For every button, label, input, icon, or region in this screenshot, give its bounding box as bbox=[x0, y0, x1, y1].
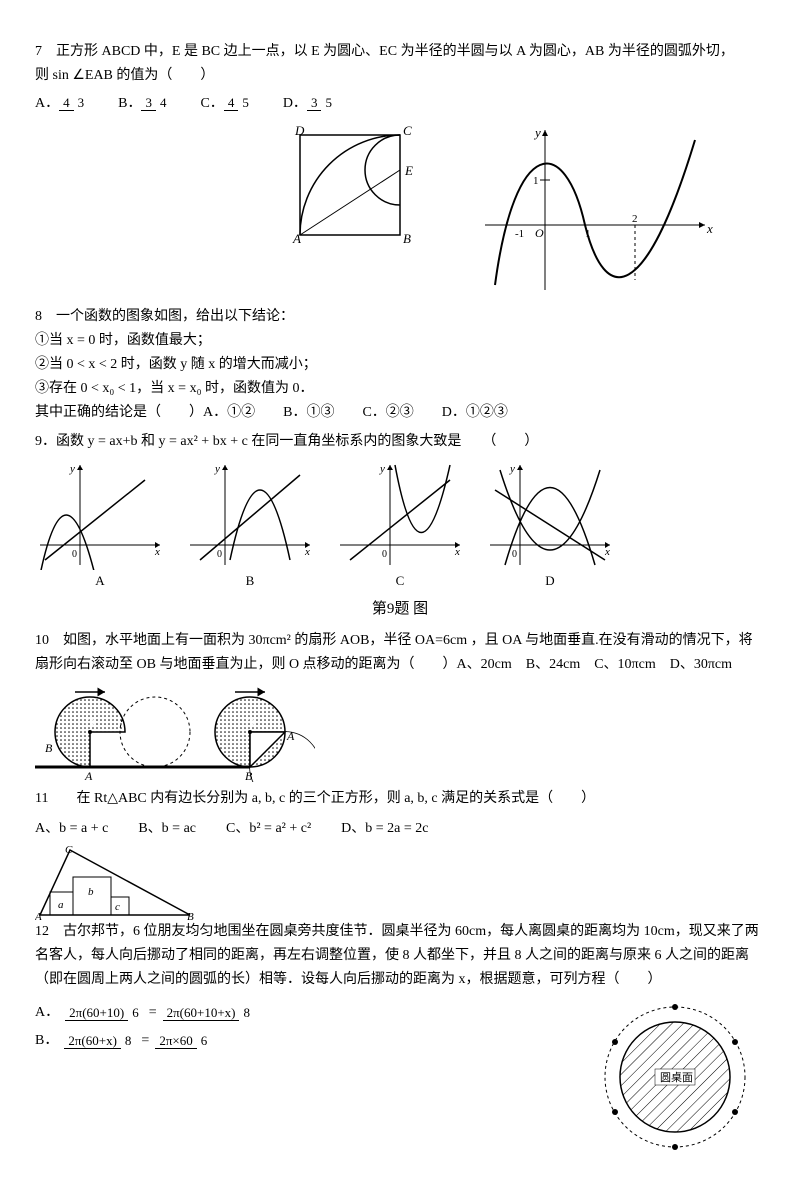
q12-num: 12 bbox=[35, 924, 49, 939]
q11-num: 11 bbox=[35, 791, 48, 806]
q12-stem: 古尔邦节，6 位朋友均匀地围坐在圆桌旁共度佳节．圆桌半径为 60cm，每人离圆桌… bbox=[35, 924, 759, 987]
q12-fB2n: 2π×60 bbox=[155, 1033, 196, 1049]
svg-text:A: A bbox=[84, 769, 93, 782]
svg-text:E: E bbox=[404, 163, 413, 178]
q7-fBd: 4 bbox=[156, 95, 171, 110]
q12-fA2d: 8 bbox=[239, 1005, 254, 1020]
q9-labelD: D bbox=[485, 570, 615, 592]
q12-B: B． bbox=[35, 1029, 58, 1053]
svg-text:a: a bbox=[58, 899, 64, 911]
q8-ask: 其中正确的结论是（ ）A．①② B．①③ C．②③ D．①②③ bbox=[35, 405, 508, 420]
q10-stem: 如图，水平地面上有一面积为 30πcm² 的扇形 AOB，半径 OA=6cm ，… bbox=[35, 633, 753, 672]
question-9: 9．函数 y = ax+b 和 y = ax² + bx + c 在同一直角坐标… bbox=[35, 430, 765, 454]
svg-text:c: c bbox=[115, 901, 120, 913]
svg-text:A: A bbox=[35, 911, 42, 920]
q8-num: 8 bbox=[35, 309, 42, 324]
question-10: 10 如图，水平地面上有一面积为 30πcm² 的扇形 AOB，半径 OA=6c… bbox=[35, 629, 765, 677]
q12-fA1n: 2π(60+10) bbox=[65, 1005, 128, 1021]
svg-text:A: A bbox=[286, 729, 295, 743]
svg-text:B: B bbox=[245, 769, 253, 782]
svg-text:C: C bbox=[403, 125, 412, 138]
svg-text:0: 0 bbox=[382, 549, 387, 560]
q11-A: A、b = a + c bbox=[35, 817, 108, 841]
q11-figure: a b c C A B bbox=[35, 845, 195, 920]
question-7: 7 正方形 ABCD 中，E 是 BC 边上一点，以 E 为圆心、EC 为半径的… bbox=[35, 40, 765, 119]
svg-text:A: A bbox=[292, 231, 301, 245]
q9-caption: 第9题 图 bbox=[35, 597, 765, 623]
svg-text:x: x bbox=[706, 221, 713, 236]
q7-C: C． bbox=[200, 96, 223, 111]
q7-fBn: 3 bbox=[141, 95, 156, 111]
q9-labelC: C bbox=[335, 570, 465, 592]
q11-C: C、b² = a² + c² bbox=[226, 817, 311, 841]
svg-text:x: x bbox=[304, 546, 310, 558]
q7-options: A．43 B．34 C．45 D．35 bbox=[35, 92, 765, 116]
q12-figure: 圆桌面 bbox=[585, 997, 765, 1157]
svg-text:O: O bbox=[535, 226, 544, 240]
svg-text:x: x bbox=[454, 546, 460, 558]
svg-text:O: O bbox=[245, 715, 255, 730]
q10-num: 10 bbox=[35, 633, 49, 648]
svg-text:y: y bbox=[509, 463, 515, 475]
q7-stem1: 正方形 ABCD 中，E 是 BC 边上一点，以 E 为圆心、EC 为半径的半圆… bbox=[56, 44, 734, 59]
svg-text:C: C bbox=[65, 845, 73, 856]
q12-A: A． bbox=[35, 1001, 59, 1025]
q11-options: A、b = a + c B、b = ac C、b² = a² + c² D、b … bbox=[35, 817, 765, 841]
q12-fA2n: 2π(60+10+x) bbox=[163, 1005, 240, 1021]
q7-fAn: 4 bbox=[59, 95, 74, 111]
q7-fAd: 3 bbox=[74, 95, 89, 110]
svg-text:1: 1 bbox=[533, 175, 539, 187]
q12-fB1d: 8 bbox=[121, 1033, 136, 1048]
svg-text:D: D bbox=[294, 125, 305, 138]
svg-text:0: 0 bbox=[217, 549, 222, 560]
q12-fB1n: 2π(60+x) bbox=[64, 1033, 121, 1049]
q11-stem: 在 Rt△ABC 内有边长分别为 a, b, c 的三个正方形，则 a, b, … bbox=[76, 791, 595, 806]
svg-text:B: B bbox=[403, 231, 411, 245]
q9-graphs: 0 x y A 0 x y B 0 x y C bbox=[35, 460, 765, 592]
q7-stem2: 则 sin ∠EAB 的值为（ ） bbox=[35, 68, 214, 83]
q9-stem: 9．函数 y = ax+b 和 y = ax² + bx + c 在同一直角坐标… bbox=[35, 434, 538, 449]
svg-text:y: y bbox=[379, 463, 385, 475]
q7-fCd: 5 bbox=[238, 95, 253, 110]
svg-text:y: y bbox=[69, 463, 75, 475]
svg-text:y: y bbox=[533, 125, 541, 140]
svg-text:1: 1 bbox=[585, 228, 591, 240]
q9-labelA: A bbox=[35, 570, 165, 592]
svg-text:0: 0 bbox=[512, 549, 517, 560]
svg-text:B: B bbox=[45, 741, 53, 755]
q11-B: B、b = ac bbox=[138, 821, 196, 836]
question-12: 12 古尔邦节，6 位朋友均匀地围坐在圆桌旁共度佳节．圆桌半径为 60cm，每人… bbox=[35, 920, 765, 991]
q12-fB2d: 6 bbox=[197, 1033, 212, 1048]
question-11: 11 在 Rt△ABC 内有边长分别为 a, b, c 的三个正方形，则 a, … bbox=[35, 787, 765, 811]
q7-fCn: 4 bbox=[224, 95, 239, 111]
q7-B: B． bbox=[118, 96, 141, 111]
q8-l3: ③存在 0 < x₀ < 1，当 x = x₀ 时，函数值为 0． bbox=[35, 381, 313, 396]
q12-fA1d: 6 bbox=[128, 1005, 143, 1020]
q7-fDn: 3 bbox=[307, 95, 322, 111]
svg-text:y: y bbox=[214, 463, 220, 475]
q7-D: D． bbox=[283, 96, 307, 111]
q7-A: A． bbox=[35, 96, 59, 111]
svg-text:-1: -1 bbox=[515, 228, 524, 240]
svg-text:0: 0 bbox=[72, 549, 77, 560]
q7-figure: D C E A B bbox=[285, 125, 415, 245]
q11-D: D、b = 2a = 2c bbox=[341, 817, 428, 841]
q7-fDd: 5 bbox=[321, 95, 336, 110]
q12-label: 圆桌面 bbox=[660, 1071, 693, 1084]
q7-num: 7 bbox=[35, 44, 42, 59]
q9-labelB: B bbox=[185, 570, 315, 592]
q10-figure: O B A O A B bbox=[35, 682, 315, 782]
svg-text:2: 2 bbox=[632, 213, 638, 225]
svg-text:b: b bbox=[88, 886, 94, 898]
q8-figure: x y O -1 1 2 1 bbox=[475, 125, 715, 295]
svg-text:B: B bbox=[187, 911, 194, 920]
q8-l1: ①当 x = 0 时，函数值最大； bbox=[35, 333, 211, 348]
question-8: 8 一个函数的图象如图，给出以下结论： ①当 x = 0 时，函数值最大； ②当… bbox=[35, 305, 765, 424]
q8-l2: ②当 0 < x < 2 时，函数 y 随 x 的增大而减小； bbox=[35, 357, 317, 372]
svg-text:x: x bbox=[604, 546, 610, 558]
svg-text:O: O bbox=[85, 715, 95, 730]
q8-stem: 一个函数的图象如图，给出以下结论： bbox=[56, 309, 294, 324]
svg-text:x: x bbox=[154, 546, 160, 558]
